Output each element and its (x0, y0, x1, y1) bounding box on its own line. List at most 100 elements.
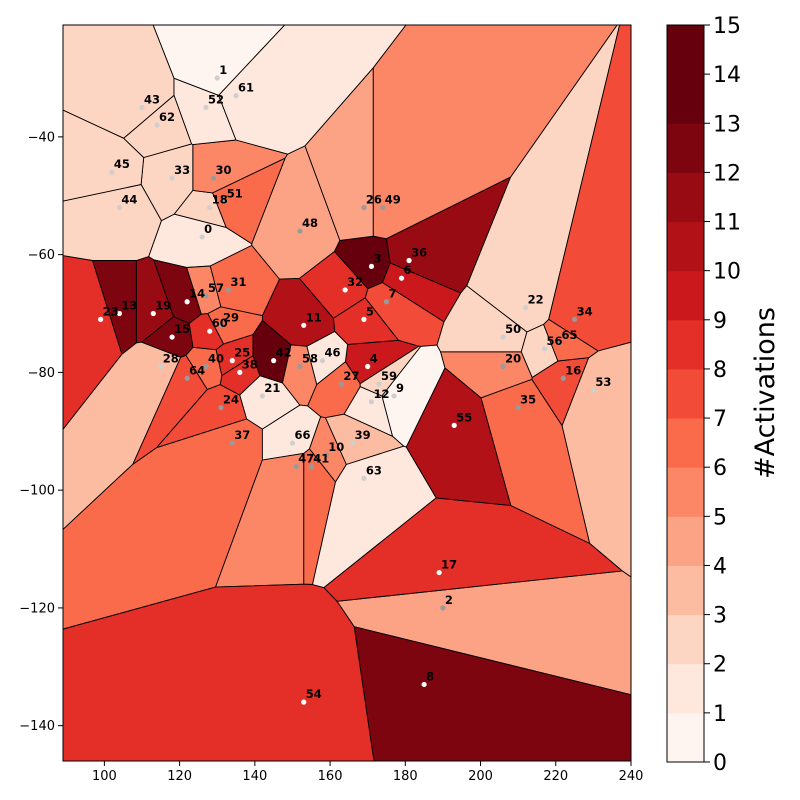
seed-point-7 (383, 299, 390, 305)
point-label-58: 58 (302, 352, 318, 366)
point-label-18: 18 (212, 193, 228, 207)
seed-point-20 (500, 363, 506, 370)
seed-point-56 (541, 346, 548, 352)
colorbar-segment (667, 25, 704, 75)
seed-point-38 (237, 369, 243, 375)
seed-point-29 (218, 322, 224, 328)
seed-point-43 (139, 104, 145, 111)
point-label-9: 9 (396, 381, 404, 395)
colorbar-segment (667, 270, 704, 321)
seed-point-52 (203, 104, 209, 111)
voronoi-cell-59 (359, 345, 422, 397)
seed-point-12 (368, 399, 375, 405)
seed-points (98, 75, 596, 705)
seed-point-31 (225, 287, 232, 293)
point-label-2: 2 (445, 593, 453, 607)
colorbar-tick-label: 7 (713, 407, 727, 432)
seed-point-44 (116, 204, 123, 211)
colorbar-tick-label: 4 (713, 554, 727, 579)
seed-point-18 (207, 204, 213, 211)
point-label-28: 28 (163, 352, 179, 366)
colorbar-tick-label: 5 (713, 505, 727, 530)
voronoi-cells (63, 25, 631, 761)
seed-point-28 (158, 363, 164, 370)
colorbar-segment (667, 516, 704, 566)
seed-point-66 (289, 440, 296, 446)
voronoi-cell-63 (311, 445, 437, 589)
seed-point-4 (365, 363, 371, 370)
voronoi-cell-66 (261, 404, 322, 461)
colorbar-frame (666, 24, 705, 763)
point-label-19: 19 (155, 299, 171, 313)
point-label-37: 37 (234, 428, 250, 442)
point-label-40: 40 (208, 352, 224, 366)
seed-point-8 (421, 681, 427, 688)
seed-point-1 (214, 75, 220, 81)
seed-point-54 (301, 699, 307, 705)
point-label-64: 64 (189, 363, 205, 377)
seed-point-63 (361, 475, 367, 481)
seed-point-61 (233, 93, 239, 99)
colorbar-segment (667, 614, 704, 665)
seed-point-58 (297, 363, 303, 370)
colorbar-tick-label: 14 (713, 63, 741, 88)
point-label-17: 17 (441, 558, 457, 572)
y-axis: −40 −60 −80 −100 −120 −140 (19, 130, 63, 734)
seed-point-41 (308, 464, 314, 470)
seed-point-39 (350, 440, 356, 446)
point-label-55: 55 (456, 410, 472, 424)
voronoi-cell-51 (212, 157, 286, 245)
x-tick-label: 200 (468, 769, 493, 784)
point-label-33: 33 (174, 163, 190, 177)
seed-point-23 (98, 316, 104, 322)
point-labels: 0123456789101112131415161718192021222324… (103, 63, 612, 701)
point-label-25: 25 (234, 346, 250, 360)
point-label-54: 54 (306, 687, 322, 701)
colorbar-segment (667, 172, 704, 223)
seed-point-55 (451, 422, 457, 428)
seed-point-57 (203, 293, 209, 299)
colorbar-segment (667, 418, 704, 468)
colorbar-segment (667, 712, 704, 763)
colorbar-tick-label: 9 (713, 309, 727, 334)
point-label-39: 39 (355, 428, 371, 442)
x-tick-label: 220 (543, 769, 568, 784)
point-label-56: 56 (546, 334, 562, 348)
seed-point-47 (293, 464, 299, 470)
seed-point-51 (222, 199, 228, 205)
point-label-59: 59 (381, 369, 397, 383)
seed-point-22 (523, 305, 529, 311)
seed-point-64 (184, 375, 190, 381)
y-tick-label: −140 (19, 719, 55, 734)
voronoi-cell-46 (306, 330, 349, 386)
point-label-30: 30 (215, 163, 231, 177)
colorbar-tick-label: 12 (713, 161, 741, 186)
x-tick-label: 140 (242, 769, 267, 784)
point-label-22: 22 (528, 293, 544, 307)
colorbar-tick-label: 1 (713, 702, 727, 727)
point-label-48: 48 (302, 216, 318, 230)
seed-point-32 (342, 287, 348, 293)
seed-point-9 (391, 393, 397, 399)
colorbar-tick-label: 2 (713, 653, 727, 678)
colorbar-segment (667, 221, 704, 272)
seed-point-2 (440, 605, 446, 611)
point-label-57: 57 (208, 281, 224, 295)
point-label-52: 52 (208, 92, 224, 106)
seed-point-10 (323, 452, 329, 458)
point-label-38: 38 (242, 357, 258, 371)
point-label-12: 12 (373, 387, 389, 401)
seed-point-60 (207, 328, 213, 334)
seed-point-14 (184, 299, 190, 305)
point-label-1: 1 (219, 63, 227, 77)
colorbar-segment (667, 467, 704, 517)
voronoi-cell-8 (353, 626, 631, 761)
seed-point-42 (271, 358, 277, 364)
point-label-21: 21 (264, 381, 280, 395)
point-label-49: 49 (385, 193, 401, 207)
point-label-20: 20 (505, 352, 521, 366)
seed-point-48 (297, 228, 303, 234)
voronoi-cell-54 (63, 583, 375, 761)
point-label-26: 26 (366, 193, 382, 207)
